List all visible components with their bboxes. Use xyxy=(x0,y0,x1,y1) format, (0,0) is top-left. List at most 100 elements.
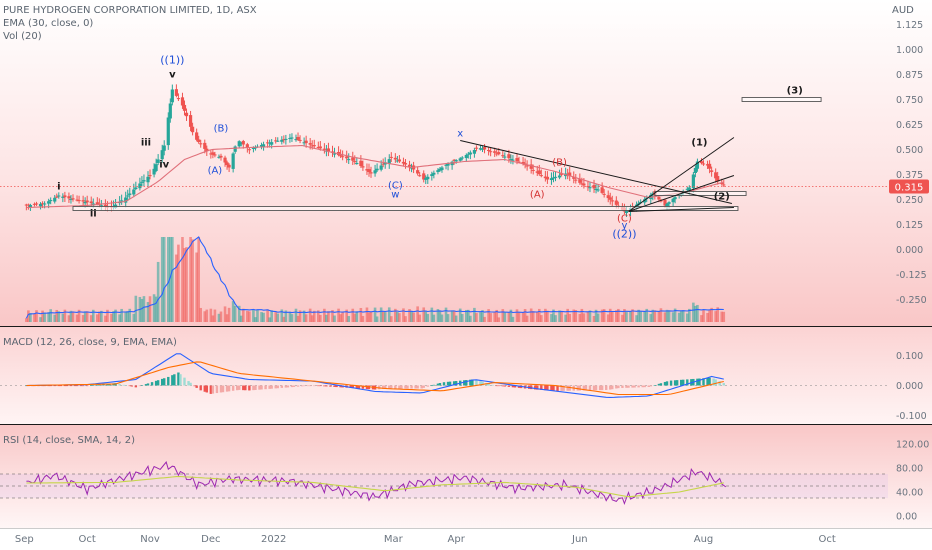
macd-histogram-bar xyxy=(430,385,434,387)
volume-bar xyxy=(61,313,65,322)
candle-body xyxy=(440,167,444,171)
macd-histogram-bar xyxy=(576,385,580,391)
macd-histogram-bar xyxy=(106,383,109,386)
wave-label: ii xyxy=(90,209,97,220)
macd-histogram-bar xyxy=(221,385,225,393)
macd-histogram-bar xyxy=(513,385,517,388)
macd-histogram-bar xyxy=(160,378,164,386)
volume-bar xyxy=(106,309,109,322)
macd-histogram-bar xyxy=(260,385,263,390)
macd-histogram-bar xyxy=(85,385,89,387)
y-tick-label: 40.00 xyxy=(896,488,923,499)
volume-bar xyxy=(355,311,359,322)
macd-histogram-bar xyxy=(404,385,407,389)
volume-bar xyxy=(722,311,726,322)
candle-body xyxy=(203,142,207,149)
macd-histogram-bar xyxy=(177,372,180,386)
macd-histogram-bar xyxy=(517,385,521,388)
volume-bar xyxy=(673,308,677,322)
candle-body xyxy=(322,148,326,150)
volume-bar xyxy=(720,311,724,322)
macd-histogram-bar xyxy=(442,382,446,386)
candle-body xyxy=(146,176,150,183)
volume-bar xyxy=(493,311,496,322)
macd-histogram-bar xyxy=(422,385,425,388)
x-tick-label: Aug xyxy=(694,534,714,545)
wave-label: (C) xyxy=(388,181,403,192)
macd-histogram-bar xyxy=(274,385,277,389)
volume-bar xyxy=(710,307,713,322)
candle-body xyxy=(43,203,47,205)
x-tick-label: Mar xyxy=(384,534,404,545)
candle-body xyxy=(217,156,221,158)
macd-histogram-bar xyxy=(333,385,336,387)
wave-label: y xyxy=(621,221,627,232)
macd-histogram-bar xyxy=(497,385,500,387)
macd-histogram-bar xyxy=(682,379,685,386)
currency-label: AUD xyxy=(892,5,914,16)
candle-body xyxy=(95,202,99,205)
wave-label: (C) xyxy=(617,214,632,225)
candle-body xyxy=(707,163,712,169)
macd-histogram-bar xyxy=(292,385,296,387)
macd-histogram-bar xyxy=(598,385,602,391)
candle-body xyxy=(588,187,592,189)
zone-box xyxy=(654,191,747,196)
volume-bar xyxy=(325,314,328,322)
candle-body xyxy=(716,176,720,182)
candle-body xyxy=(49,200,53,202)
candle-body xyxy=(55,196,59,198)
candle-body xyxy=(586,186,590,188)
candle-body xyxy=(509,158,513,160)
volume-bar xyxy=(152,294,156,322)
volume-bar xyxy=(323,308,326,322)
volume-bar xyxy=(631,309,634,322)
candle-body xyxy=(375,168,379,171)
volume-bar xyxy=(550,314,553,322)
candle-body xyxy=(85,200,89,203)
volume-bar xyxy=(379,307,383,322)
macd-histogram-bar xyxy=(708,377,711,386)
candle-body xyxy=(191,126,195,133)
volume-bar xyxy=(199,307,203,322)
volume-bar xyxy=(110,313,113,322)
volume-bar xyxy=(43,312,46,322)
candle-body xyxy=(276,140,280,142)
candle-body xyxy=(132,189,136,195)
volume-bar xyxy=(266,309,269,322)
candle-body xyxy=(142,180,146,182)
volume-bar xyxy=(39,317,42,322)
y-tick-label: 0.250 xyxy=(896,195,923,206)
macd-histogram-bar xyxy=(621,385,624,388)
macd-histogram-bar xyxy=(146,383,150,386)
x-tick-label: Oct xyxy=(819,534,836,545)
macd-histogram-bar xyxy=(536,385,539,390)
candle-body xyxy=(32,203,37,205)
macd-histogram-bar xyxy=(659,383,663,386)
macd-histogram-bar xyxy=(124,385,127,386)
volume-bar xyxy=(217,313,221,322)
volume-bar xyxy=(501,309,505,322)
volume-bar xyxy=(422,307,426,322)
candle-body xyxy=(89,201,93,204)
volume-bar xyxy=(531,311,535,322)
candle-body xyxy=(361,166,365,168)
volume-bar xyxy=(635,315,638,322)
candle-body xyxy=(430,174,434,176)
candle-body xyxy=(239,142,243,144)
candle-body xyxy=(608,197,612,200)
candle-body xyxy=(75,199,79,201)
macd-histogram-bar xyxy=(588,385,592,391)
y-tick-label: 0.00 xyxy=(896,512,917,523)
volume-bar xyxy=(227,307,231,322)
macd-histogram-bar xyxy=(211,385,215,394)
volume-bar xyxy=(438,310,442,322)
candle-body xyxy=(182,104,187,111)
volume-bar xyxy=(537,308,541,322)
volume-bar xyxy=(308,308,312,322)
candle-body xyxy=(643,199,647,203)
candle-body xyxy=(69,198,73,200)
candle-body xyxy=(416,170,420,174)
